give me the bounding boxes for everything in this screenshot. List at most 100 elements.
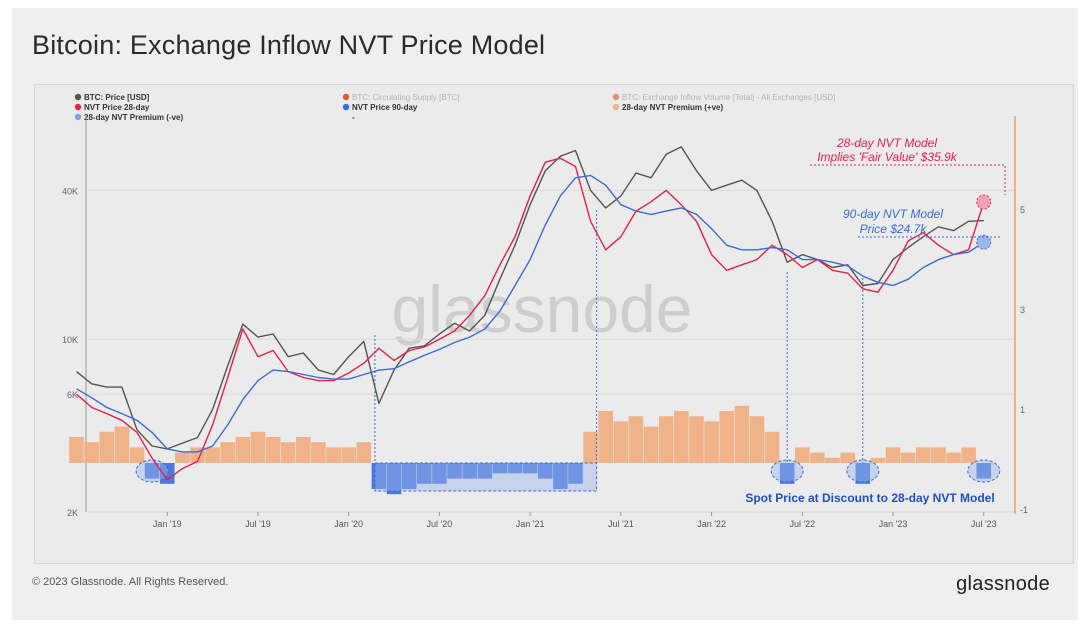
copyright-text: © 2023 Glassnode. All Rights Reserved. <box>32 576 229 588</box>
premium-bar <box>915 447 931 463</box>
premium-bar <box>704 421 719 463</box>
premium-bar <box>568 463 583 484</box>
premium-bar <box>870 457 886 463</box>
annotations: 28-day NVT Model Implies 'Fair Value' $3… <box>745 136 994 505</box>
premium-bar <box>69 437 84 463</box>
legend-label: BTC: Price [USD] <box>84 93 150 102</box>
watermark: glassnode <box>392 272 693 346</box>
premium-bar <box>401 463 417 489</box>
premium-bar <box>99 431 115 463</box>
premium-bar <box>643 426 659 463</box>
premium-bar <box>628 416 644 463</box>
y-tick-right: 5 <box>1020 205 1025 215</box>
chart-card: Bitcoin: Exchange Inflow NVT Price Model… <box>12 8 1078 620</box>
premium-bar <box>84 442 99 463</box>
annotation-nvt28-line1: 28-day NVT Model <box>836 136 937 150</box>
legend-marker <box>612 93 620 101</box>
x-tick-label: Jan '19 <box>153 519 182 529</box>
nvt28-guide <box>810 164 1006 196</box>
premium-bar <box>961 447 976 463</box>
premium-bar <box>764 431 780 463</box>
premium-bar <box>447 463 462 479</box>
discount-ellipse <box>135 459 169 483</box>
premium-bar <box>280 442 296 463</box>
x-tick-label: Jan '21 <box>516 519 545 529</box>
axis-labels: 40K 10K 6K 2K 5 3 1 -1 Jan '19 Jul '19 Jan '20 Jul … <box>62 186 1028 529</box>
premium-bar <box>265 437 281 463</box>
discount-ellipse <box>967 459 1001 483</box>
series-line-1 <box>76 157 985 481</box>
premium-bar <box>235 437 251 463</box>
annotation-discount: Spot Price at Discount to 28-day NVT Mod… <box>745 491 994 505</box>
premium-bar <box>417 463 432 484</box>
annotation-nvt90-line1: 90-day NVT Model <box>843 207 943 221</box>
series-lines <box>76 146 1006 481</box>
series-line-0 <box>76 146 984 450</box>
premium-bar <box>326 447 341 463</box>
premium-bar <box>114 426 130 463</box>
discount-highlights <box>135 210 1001 492</box>
premium-bar <box>205 447 220 463</box>
premium-bar <box>976 463 992 479</box>
premium-bar <box>719 411 734 463</box>
premium-bar <box>734 405 750 463</box>
premium-bar <box>946 452 961 463</box>
legend-marker <box>74 93 82 101</box>
premium-bar <box>356 442 372 463</box>
nvt28-end-marker <box>976 194 992 210</box>
premium-bar <box>795 447 810 463</box>
premium-bar <box>900 452 916 463</box>
premium-bar <box>129 447 145 463</box>
premium-bar <box>749 416 765 463</box>
y-tick-left: 6K <box>67 390 78 400</box>
premium-bar <box>583 431 598 463</box>
x-tick-label: Jan '20 <box>334 519 363 529</box>
chart-legend: BTC: Price [USD] BTC: Circulating Supply … <box>74 93 835 122</box>
premium-bar <box>825 457 840 463</box>
premium-bar <box>855 463 871 484</box>
premium-bar <box>522 463 538 474</box>
legend-label: BTC: Circulating Supply [BTC] <box>352 93 460 102</box>
premium-bar <box>432 463 447 484</box>
premium-bar <box>537 463 553 479</box>
discount-rect <box>374 462 598 492</box>
premium-bar <box>144 463 160 479</box>
y-tick-left: 10K <box>62 335 78 345</box>
premium-bar <box>885 447 901 463</box>
premium-bar <box>507 463 523 474</box>
y-tick-right: 3 <box>1020 305 1025 315</box>
premium-bar <box>840 452 855 463</box>
legend-marker <box>342 93 350 101</box>
discount-ellipse <box>846 459 880 483</box>
premium-bar <box>598 411 614 463</box>
annotation-nvt28-line2: Implies 'Fair Value' $35.9k <box>817 150 958 164</box>
premium-bar <box>250 431 266 463</box>
legend-label: - <box>352 113 355 122</box>
legend-marker <box>612 103 620 111</box>
legend-marker <box>342 103 350 111</box>
legend-label: BTC: Exchange Inflow Volume (Total) - Al… <box>622 93 835 102</box>
x-tick-label: Jan '22 <box>697 519 726 529</box>
premium-bars <box>69 405 992 495</box>
premium-bar <box>492 463 508 474</box>
premium-bar <box>386 463 402 495</box>
legend-label: 28-day NVT Premium (+ve) <box>622 103 723 112</box>
chart-title: Bitcoin: Exchange Inflow NVT Price Model <box>32 30 546 60</box>
premium-bar <box>341 447 356 463</box>
premium-bar <box>613 421 629 463</box>
premium-bar <box>220 442 236 463</box>
premium-bar <box>477 463 493 479</box>
premium-bar <box>462 463 477 479</box>
premium-bar <box>175 452 190 463</box>
x-tick-label: Jan '23 <box>879 519 908 529</box>
y-tick-left: 40K <box>62 186 78 196</box>
y-tick-right: 1 <box>1020 405 1025 415</box>
nvt90-end-marker <box>976 234 992 250</box>
premium-bar <box>296 437 311 463</box>
legend-marker <box>74 113 82 121</box>
x-tick-label: Jul '22 <box>789 519 815 529</box>
grid-lines <box>85 116 1016 514</box>
y-tick-right: -1 <box>1020 505 1028 515</box>
x-tick-label: Jul '23 <box>971 519 997 529</box>
series-line-2 <box>76 174 985 453</box>
